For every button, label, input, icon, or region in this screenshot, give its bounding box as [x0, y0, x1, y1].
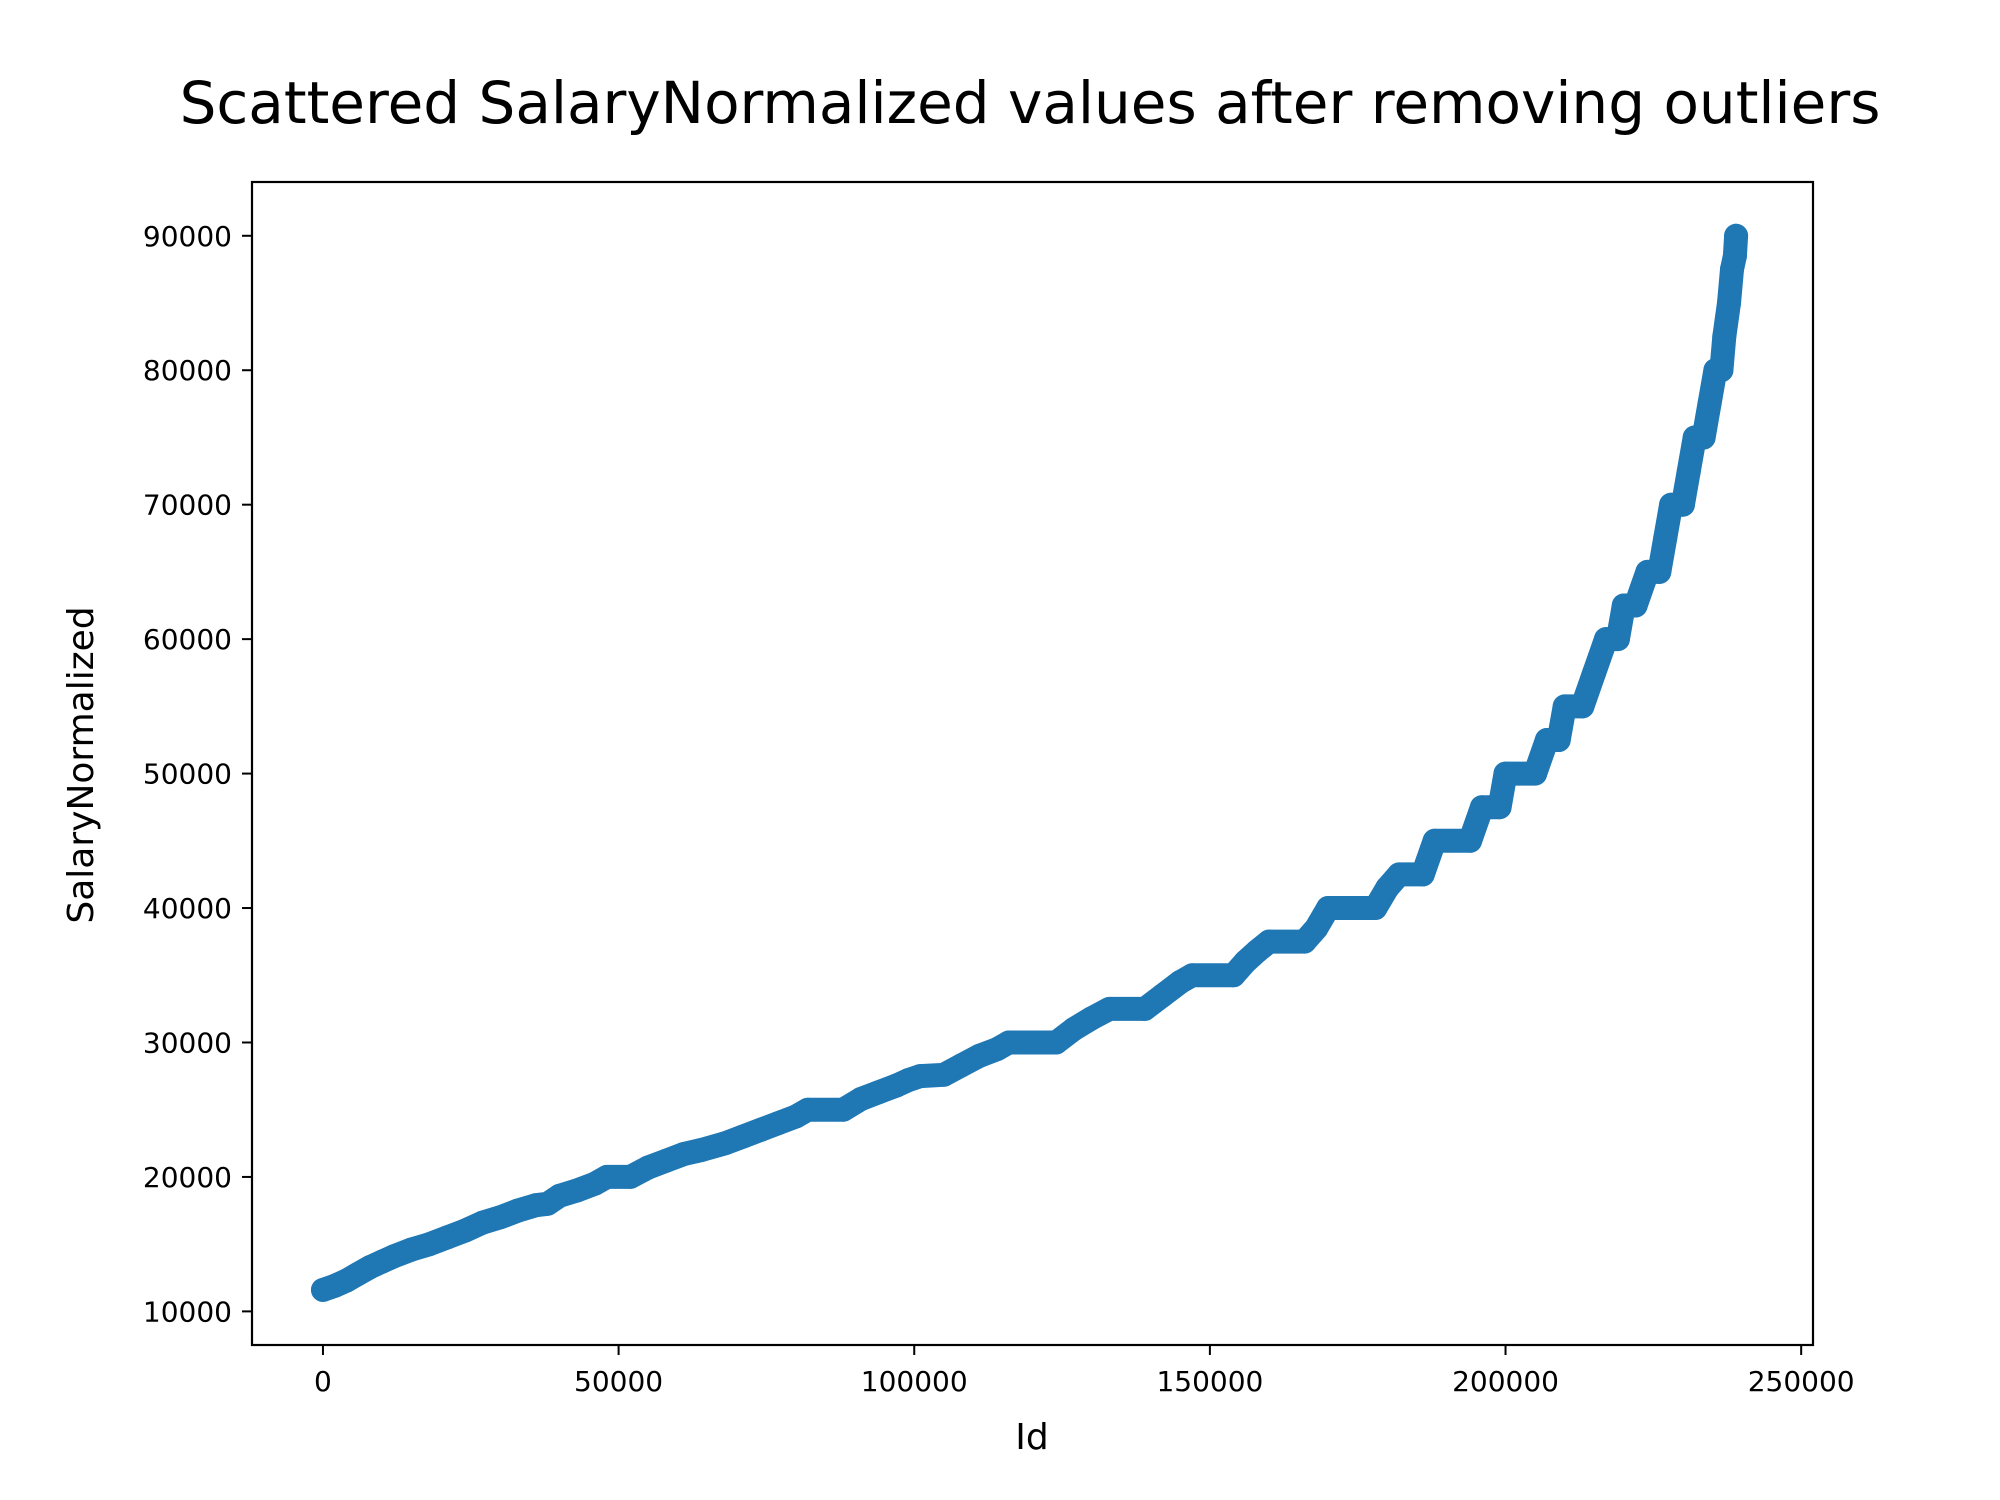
- data-point: [1722, 243, 1747, 268]
- y-tick-label: 40000: [143, 892, 232, 925]
- y-tick-label: 70000: [143, 489, 232, 522]
- data-point: [1061, 1017, 1086, 1041]
- x-tick-label: 100000: [861, 1365, 968, 1398]
- data-point: [908, 1064, 933, 1089]
- x-tick-label: 200000: [1452, 1365, 1559, 1398]
- data-point: [795, 1097, 820, 1122]
- plot-frame: [250, 180, 1815, 1347]
- y-tick-label: 20000: [143, 1161, 232, 1194]
- data-point: [1647, 559, 1672, 584]
- data-point: [949, 1053, 974, 1078]
- data-point: [1097, 996, 1122, 1021]
- y-axis: 10000 20000 30000 40000 50000 60000 70000 80000…: [143, 220, 252, 1328]
- data-point: [1132, 996, 1157, 1021]
- data-point: [1304, 916, 1329, 941]
- data-point: [1458, 828, 1483, 853]
- data-point: [689, 1138, 714, 1162]
- y-tick-label: 80000: [143, 354, 232, 387]
- data-point: [1316, 896, 1341, 920]
- plot-area: [311, 223, 1749, 1302]
- x-tick-label: 50000: [574, 1365, 663, 1398]
- data-point: [1623, 593, 1648, 618]
- data-point: [1180, 963, 1205, 988]
- data-points: [311, 223, 1749, 1302]
- data-point: [1422, 828, 1447, 853]
- data-point: [1079, 1006, 1104, 1031]
- data-point: [1582, 660, 1607, 685]
- data-point: [1257, 929, 1281, 954]
- data-point: [1387, 862, 1412, 887]
- data-point: [1570, 694, 1595, 719]
- data-point: [1653, 526, 1678, 551]
- data-point: [1709, 358, 1734, 383]
- data-point: [618, 1164, 643, 1189]
- y-axis-label: SalaryNormalized: [61, 606, 102, 923]
- y-tick-label: 30000: [143, 1026, 232, 1059]
- data-point: [1670, 492, 1695, 517]
- data-point: [594, 1164, 619, 1189]
- y-tick-label: 60000: [143, 623, 232, 656]
- series-line: [311, 223, 1749, 1302]
- data-point: [1363, 896, 1388, 920]
- data-point: [1712, 324, 1737, 349]
- data-point: [996, 1030, 1021, 1055]
- data-point: [1487, 795, 1512, 820]
- data-point: [1697, 391, 1722, 416]
- data-point: [1493, 761, 1518, 786]
- chart-title: Scattered SalaryNormalized values after …: [180, 69, 1881, 137]
- data-point: [931, 1062, 956, 1087]
- data-point: [831, 1097, 856, 1122]
- x-tick-label: 150000: [1156, 1365, 1263, 1398]
- data-point: [1552, 694, 1577, 719]
- data-point: [1724, 223, 1749, 248]
- data-point: [1044, 1030, 1069, 1055]
- x-tick-label: 250000: [1748, 1365, 1855, 1398]
- data-point: [1676, 459, 1701, 484]
- data-point: [1691, 425, 1716, 450]
- data-point: [1469, 795, 1494, 820]
- y-tick-label: 50000: [143, 758, 232, 791]
- data-point: [1605, 627, 1630, 652]
- y-tick-label: 10000: [143, 1295, 232, 1328]
- x-tick-label: 0: [314, 1365, 332, 1398]
- data-point: [1410, 862, 1435, 887]
- data-point: [1150, 983, 1175, 1008]
- data-point: [1523, 761, 1548, 786]
- y-tick-label: 90000: [143, 220, 232, 253]
- data-point: [1546, 728, 1571, 752]
- x-axis-label: Id: [1015, 1417, 1048, 1458]
- x-axis: 0 50000 100000 150000 200000 250000: [314, 1345, 1855, 1398]
- data-point: [1717, 291, 1741, 315]
